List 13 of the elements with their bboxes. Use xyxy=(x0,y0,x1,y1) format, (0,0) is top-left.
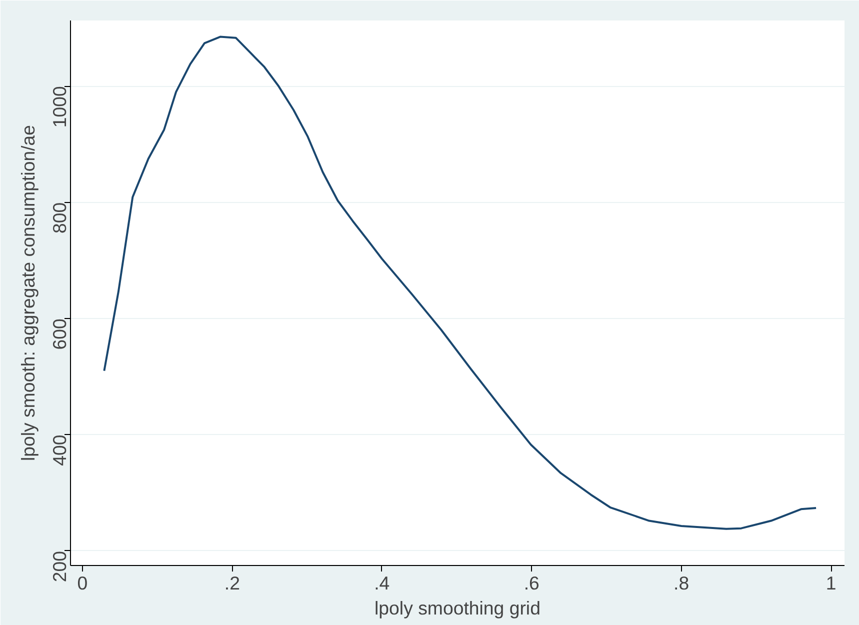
x-tick-label: 0 xyxy=(77,572,88,594)
y-tick-label: 1000 xyxy=(49,86,70,128)
x-tick-label: 1 xyxy=(826,572,836,594)
y-tick-label: 600 xyxy=(49,318,70,350)
x-tick-label: .4 xyxy=(374,572,390,594)
x-tick-label: .8 xyxy=(674,572,690,594)
y-axis-title: lpoly smooth: aggregate consumption/ae xyxy=(18,124,38,462)
x-tick-label: .2 xyxy=(224,572,240,594)
x-tick-label: .6 xyxy=(524,572,540,594)
y-tick-label: 800 xyxy=(49,202,70,234)
y-tick-label: 200 xyxy=(49,550,70,582)
y-tick-label: 400 xyxy=(49,434,70,466)
x-axis-title: lpoly smoothing grid xyxy=(374,598,540,618)
